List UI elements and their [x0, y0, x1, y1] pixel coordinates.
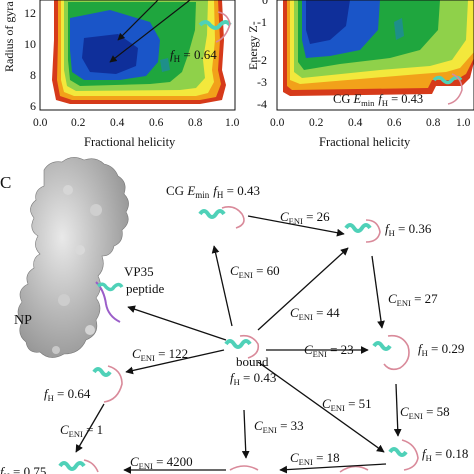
arrow-cg-036	[247, 215, 345, 237]
arrow-bound-064	[125, 349, 225, 375]
contour-arrow-b	[117, 0, 159, 41]
np-label: NP	[14, 313, 32, 328]
node-cg-emin	[198, 206, 245, 229]
edge-label-bound-cg: CENI = 60	[230, 263, 280, 280]
peptide-inset	[432, 73, 463, 105]
fh-029-label: fH = 0.29	[418, 341, 464, 358]
fh-036-label: fH = 0.36	[385, 221, 432, 238]
left-xticks: 0.0 0.2 0.4 0.6 0.8 1.0	[33, 117, 240, 129]
left-xlabel: Fractional helicity	[84, 135, 176, 149]
ytick: 12	[24, 6, 36, 20]
xtick: 0.4	[348, 117, 363, 129]
panel-letter-c: C	[0, 173, 11, 192]
bound-label: bound	[236, 354, 269, 369]
heatmap-green-spot	[160, 58, 170, 72]
xtick: 0.6	[387, 117, 402, 129]
xtick: 0.0	[33, 117, 48, 129]
heatmap-dark-blue	[82, 34, 138, 74]
fh-075-label: fH = 0.75	[0, 464, 46, 474]
edge-label-bound-029: CENI = 23	[304, 342, 354, 359]
arrow-029-018	[393, 383, 402, 437]
xtick: 0.0	[270, 117, 285, 129]
left-yticks: 12 10 8 6	[24, 6, 36, 113]
energy-heatmap	[277, 0, 474, 110]
np-vp35-peptide-purple	[95, 281, 121, 323]
xtick: 0.4	[110, 117, 125, 129]
arrow-peptide-bound	[127, 305, 227, 341]
arrow-bound-cg	[211, 245, 233, 327]
radius-gyration-heatmap	[40, 0, 235, 110]
edge-label-029-018: CENI = 58	[400, 404, 450, 421]
np-protein-surface	[17, 157, 129, 358]
xtick: 1.0	[456, 117, 471, 129]
edge-label-cg-036: CENI = 26	[280, 209, 330, 226]
left-ylabel: Radius of gyra	[2, 1, 16, 72]
edge-label-bound-018: CENI = 51	[322, 396, 372, 413]
arrow-bound-bottom	[241, 409, 250, 459]
cg-emin-label: CG Emin fH = 0.43	[166, 183, 260, 200]
ytick: 10	[24, 37, 36, 51]
arrow-064-bottom	[75, 403, 105, 453]
xtick: 0.2	[309, 117, 324, 129]
left-plot-frame	[39, 0, 236, 111]
xtick: 0.8	[426, 117, 441, 129]
edge-label-bound-064: CENI = 122	[132, 346, 188, 363]
right-plot-frame	[276, 0, 474, 111]
node-bottom-center	[229, 465, 259, 471]
arrow-bound-018	[257, 361, 385, 453]
ytick: -1	[257, 15, 267, 29]
ytick: 6	[30, 99, 36, 113]
edge-label-064-bottom: CENI = 1	[60, 422, 103, 439]
bound-fh-label: fH = 0.43	[230, 370, 276, 387]
node-bound	[224, 334, 260, 359]
np-vp35-peptide-helix	[96, 282, 124, 292]
node-fh-036	[344, 219, 381, 243]
node-fh-018	[388, 439, 419, 471]
edge-label-018-bottom: CENI = 18	[290, 450, 340, 467]
xtick: 0.6	[149, 117, 164, 129]
xtick: 1.0	[225, 117, 240, 129]
right-xlabel: Fractional helicity	[319, 135, 411, 149]
heatmap-dark-blue	[306, 0, 350, 44]
edge-label-bound-bottom: CENI = 33	[254, 418, 304, 435]
arrow-018-bottom	[279, 463, 387, 474]
fh-018-label: fH = 0.18	[422, 446, 468, 463]
peptide-label: peptide	[126, 281, 164, 296]
edge-label-bottom-left: CENI = 4200	[130, 454, 193, 471]
node-fh-029	[372, 334, 410, 371]
right-yticks: 0 -1 -2 -3 -4	[257, 0, 268, 111]
vp35-label: VP35	[124, 264, 154, 279]
heatmap-green-spot	[394, 18, 404, 40]
edge-label-036-029: CENI = 27	[388, 291, 438, 308]
arrow-036-029	[371, 255, 385, 329]
edge-label-bound-036: CENI = 44	[290, 305, 340, 322]
network-arrows	[75, 215, 402, 474]
peptide-inset	[198, 11, 232, 43]
left-fh-label: fH = 0.64	[170, 47, 217, 64]
ytick: -4	[257, 97, 267, 111]
ytick: 8	[30, 68, 36, 82]
ytick: -2	[257, 53, 267, 67]
right-xticks: 0.0 0.2 0.4 0.6 0.8 1.0	[270, 117, 471, 129]
xtick: 0.2	[71, 117, 86, 129]
node-bottom-right	[339, 465, 369, 473]
node-fh-064	[92, 365, 123, 403]
contour-arrow-a	[109, 0, 191, 63]
ytick: 0	[262, 0, 268, 7]
arrow-bound-036	[257, 247, 349, 331]
ytick: -3	[257, 75, 267, 89]
xtick: 0.8	[188, 117, 203, 129]
right-emin-label: CG Emin fH = 0.43	[333, 92, 423, 108]
node-bottom-left	[58, 459, 99, 473]
fh-064-label: fH = 0.64	[44, 386, 91, 403]
right-ylabel: Energy Z-	[246, 21, 260, 70]
